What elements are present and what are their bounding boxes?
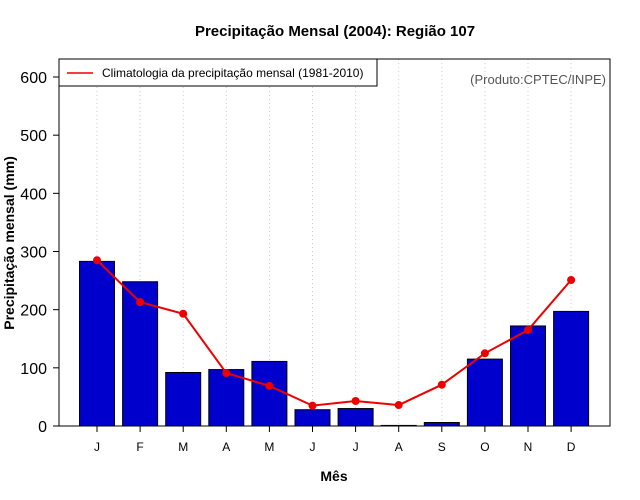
y-tick-label: 100 bbox=[20, 361, 47, 378]
y-tick-label: 400 bbox=[20, 186, 47, 203]
credit-label: (Produto:CPTEC/INPE) bbox=[470, 72, 606, 87]
y-tick-label: 500 bbox=[20, 128, 47, 145]
legend-label: Climatologia da precipitação mensal (198… bbox=[102, 66, 363, 80]
climatology-point-12 bbox=[567, 276, 576, 285]
climatology-polyline bbox=[96, 259, 572, 407]
climatology-line bbox=[96, 259, 572, 407]
bar-4 bbox=[208, 369, 245, 427]
x-tick-label: M bbox=[264, 440, 274, 454]
x-tick-label: J bbox=[94, 440, 100, 454]
y-axis-title: Precipitação mensal (mm) bbox=[1, 156, 17, 330]
x-tick-label: M bbox=[178, 440, 188, 454]
x-tick-label: S bbox=[438, 440, 446, 454]
bar-9 bbox=[423, 422, 460, 427]
x-tick-label: A bbox=[395, 440, 403, 454]
bar-12 bbox=[553, 310, 590, 427]
y-tick-label: 200 bbox=[20, 303, 47, 320]
bar-7 bbox=[337, 408, 374, 427]
climatology-point-7 bbox=[351, 396, 360, 405]
chart-title: Precipitação Mensal (2004): Região 107 bbox=[195, 23, 475, 40]
x-tick-label: A bbox=[222, 440, 230, 454]
climatology-point-5 bbox=[265, 381, 274, 390]
x-axis-title: Mês bbox=[320, 468, 347, 484]
climatology-point-2 bbox=[136, 298, 145, 307]
x-tick-label: N bbox=[524, 440, 533, 454]
bar-3 bbox=[165, 371, 202, 427]
climatology-point-9 bbox=[437, 380, 446, 389]
y-tick-label: 0 bbox=[38, 419, 47, 436]
climatology-point-3 bbox=[179, 309, 188, 318]
y-axis: 0 100 200 300 400 500 600 bbox=[20, 70, 60, 436]
climatology-point-6 bbox=[308, 401, 317, 410]
legend: Climatologia da precipitação mensal (198… bbox=[58, 58, 378, 87]
bar-6 bbox=[294, 409, 331, 427]
climatology-point-1 bbox=[93, 256, 101, 265]
bar-10 bbox=[466, 358, 503, 427]
bar-5 bbox=[251, 360, 288, 427]
x-tick-label: J bbox=[353, 440, 359, 454]
legend-box bbox=[58, 58, 378, 87]
bar-1 bbox=[79, 260, 115, 427]
bars bbox=[79, 260, 590, 427]
climatology-point-8 bbox=[394, 401, 403, 410]
climatology-points bbox=[93, 256, 576, 410]
y-tick-label: 300 bbox=[20, 245, 47, 262]
climatology-point-10 bbox=[480, 349, 489, 358]
climatology-point-11 bbox=[524, 326, 532, 335]
y-tick-label: 600 bbox=[20, 70, 47, 87]
bar-11 bbox=[510, 325, 546, 427]
x-tick-label: F bbox=[136, 440, 143, 454]
climatology-point-4 bbox=[222, 369, 231, 378]
x-tick-label: D bbox=[567, 440, 576, 454]
x-tick-label: O bbox=[480, 440, 489, 454]
x-tick-label: J bbox=[310, 440, 316, 454]
